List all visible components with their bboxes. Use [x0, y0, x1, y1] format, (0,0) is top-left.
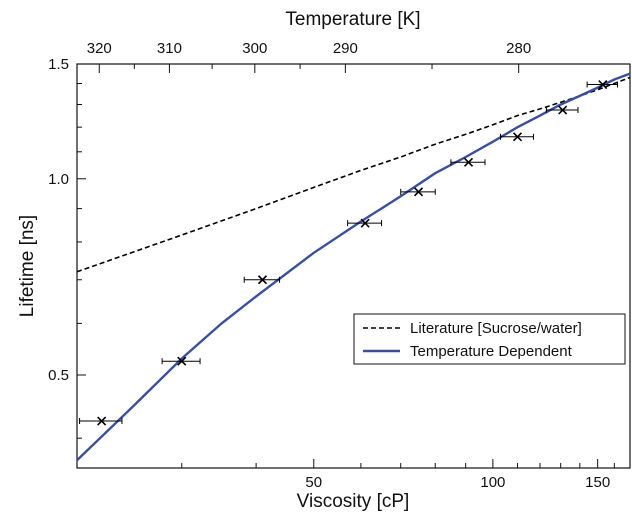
top-tick-label: 310	[157, 40, 182, 57]
marker-cross	[598, 79, 608, 90]
y-tick-label: 0.5	[48, 367, 69, 384]
x-tick-label: 150	[585, 474, 610, 491]
legend: Literature [Sucrose/water] Temperature D…	[353, 313, 626, 365]
data-point	[500, 132, 534, 142]
data-point	[161, 356, 201, 366]
data-markers	[79, 79, 619, 426]
y-tick-label: 1.0	[48, 171, 69, 188]
x-axis-title: Viscosity [cP]	[297, 491, 410, 512]
legend-box	[353, 313, 626, 365]
series-line-0	[76, 76, 631, 273]
x-tick-label: 50	[305, 474, 322, 491]
series-line-1	[76, 72, 631, 462]
marker-cross	[463, 157, 474, 167]
data-point	[586, 79, 619, 90]
marker-cross	[413, 187, 424, 197]
axis-ticks	[76, 63, 615, 468]
marker-cross	[558, 105, 568, 115]
marker-cross	[177, 356, 187, 366]
top-tick-label: 280	[506, 40, 531, 57]
x-tick-label: 100	[480, 474, 505, 491]
data-point	[243, 275, 281, 285]
legend-label-literature: Literature [Sucrose/water]	[410, 320, 582, 337]
y-tick-label: 1.5	[48, 56, 69, 73]
marker-cross	[360, 218, 370, 228]
top-tick-label: 320	[87, 40, 112, 57]
top-axis-title: Temperature [K]	[285, 9, 420, 30]
marker-cross	[97, 416, 107, 426]
top-tick-label: 300	[242, 40, 267, 57]
data-point	[400, 187, 436, 197]
data-point	[347, 218, 383, 228]
top-tick-label: 290	[333, 40, 358, 57]
marker-cross	[257, 275, 268, 285]
data-point	[79, 416, 123, 426]
y-axis-title: Lifetime [ns]	[17, 215, 38, 317]
data-point	[545, 105, 579, 115]
series-lines	[76, 72, 631, 462]
tick-labels: 50 100 150 0.5 1.0 1.5 320 310 300 290 280	[48, 40, 610, 491]
legend-label-temperature: Temperature Dependent	[410, 343, 573, 360]
marker-cross	[512, 132, 523, 142]
data-point	[450, 157, 486, 167]
plot-area	[76, 63, 631, 469]
